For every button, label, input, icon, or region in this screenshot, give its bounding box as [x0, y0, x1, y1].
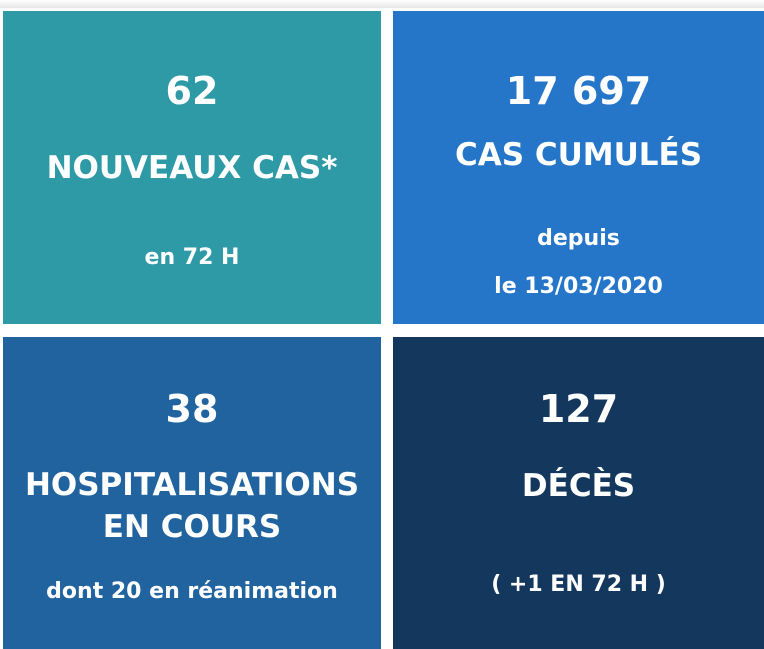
hospitalisations-label-2: EN COURS — [102, 509, 282, 545]
new-cases-period: en 72 H — [144, 245, 240, 270]
hospitalisations-label-1: HOSPITALISATIONS — [24, 467, 360, 503]
tile-new-cases: 62 NOUVEAUX CAS* en 72 H — [3, 11, 381, 324]
hospitalisations-value: 38 — [165, 387, 219, 431]
tile-hospitalisations: 38 HOSPITALISATIONS EN COURS dont 20 en … — [3, 337, 381, 649]
top-shadow-bar — [0, 0, 764, 8]
cumulative-value: 17 697 — [505, 69, 652, 113]
new-cases-label: NOUVEAUX CAS* — [46, 150, 338, 186]
new-cases-value: 62 — [165, 69, 219, 113]
icu-count: dont 20 en réanimation — [46, 579, 338, 604]
cumulative-date: le 13/03/2020 — [494, 274, 663, 299]
tile-deaths: 127 DÉCÈS ( +1 EN 72 H ) — [393, 337, 764, 649]
deaths-value: 127 — [538, 387, 619, 431]
deaths-label: DÉCÈS — [521, 468, 636, 504]
deaths-change: ( +1 EN 72 H ) — [491, 572, 666, 597]
cumulative-label: CAS CUMULÉS — [454, 137, 703, 173]
cumulative-since: depuis — [537, 226, 620, 251]
tile-cumulative-cases: 17 697 CAS CUMULÉS depuis le 13/03/2020 — [393, 11, 764, 324]
